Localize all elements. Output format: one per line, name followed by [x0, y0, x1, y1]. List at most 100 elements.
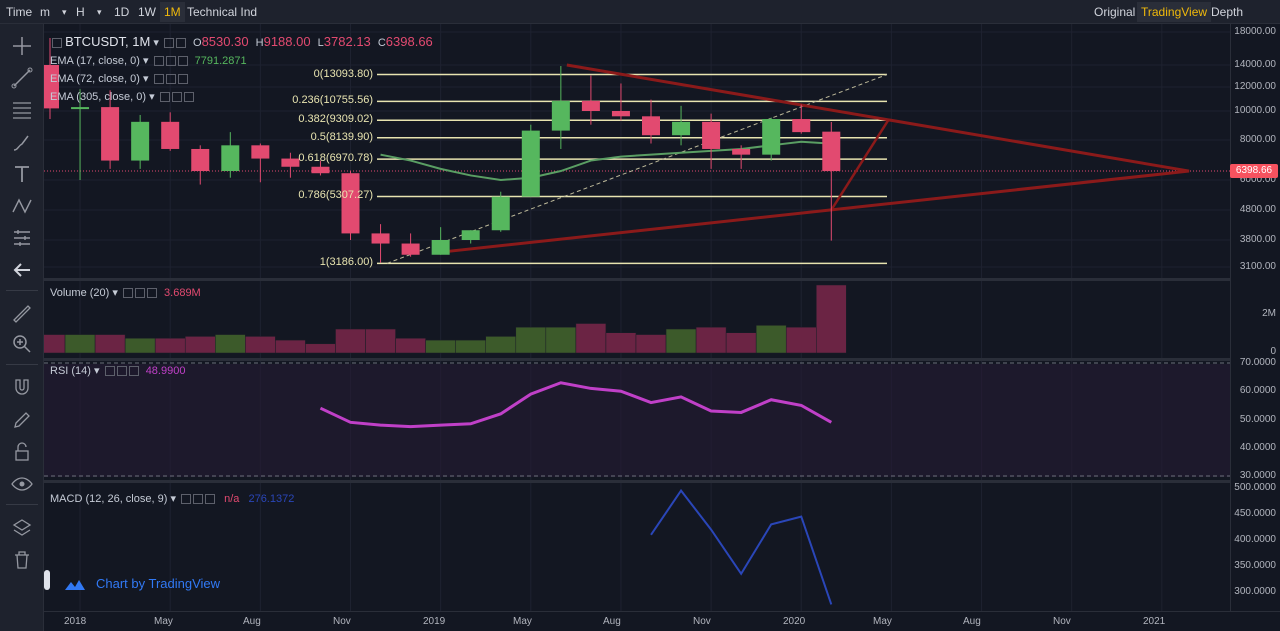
prediction-icon[interactable]	[10, 226, 34, 250]
back-arrow-icon[interactable]	[10, 258, 34, 282]
settings-icon[interactable]	[165, 56, 176, 67]
fib-level-label: 0.786(5307.27)	[298, 189, 373, 202]
chart-canvas[interactable]	[44, 24, 1230, 611]
pane-divider[interactable]	[44, 278, 1280, 281]
original-view-button[interactable]: Original	[1094, 5, 1136, 19]
close-icon[interactable]	[177, 56, 188, 67]
settings-icon[interactable]	[134, 288, 145, 299]
candle-body	[431, 240, 450, 255]
text-tool-icon[interactable]	[10, 162, 34, 186]
interval-1w-button[interactable]: 1W	[138, 5, 156, 19]
stay-in-drawing-mode-icon[interactable]	[10, 408, 34, 432]
fib-level-label: 0.382(9309.02)	[298, 113, 373, 126]
visibility-toggle-icon[interactable]	[122, 288, 133, 299]
ema72-label[interactable]: EMA (72, close, 0)	[50, 73, 140, 85]
crosshair-icon[interactable]	[10, 34, 34, 58]
volume-bar	[124, 338, 156, 354]
settings-icon[interactable]	[193, 494, 204, 505]
magnet-icon[interactable]	[10, 376, 34, 400]
lock-icon[interactable]	[10, 440, 34, 464]
ema17-line	[380, 140, 832, 182]
settings-icon[interactable]	[116, 366, 127, 377]
hours-interval-button[interactable]: H	[76, 5, 85, 19]
trash-icon[interactable]	[10, 548, 34, 572]
volume-bar	[725, 332, 757, 354]
dropdown-icon[interactable]: ▾	[142, 73, 149, 85]
macd-legend: MACD (12, 26, close, 9) ▾ n/a 276.1372	[50, 492, 294, 505]
settings-icon[interactable]	[165, 74, 176, 85]
rsi-line	[319, 381, 833, 429]
macd-tick: 400.0000	[1234, 534, 1276, 545]
close-icon[interactable]	[183, 92, 194, 103]
dropdown-icon[interactable]: ▾	[112, 287, 118, 299]
toolbar-divider	[6, 504, 38, 505]
volume-label[interactable]: Volume (20)	[50, 287, 110, 299]
candle-body	[491, 196, 510, 231]
candle-body	[371, 233, 390, 244]
macd-value: 276.1372	[248, 493, 295, 505]
hours-dropdown-icon[interactable]: ▾	[97, 7, 102, 17]
pane-divider[interactable]	[44, 358, 1280, 361]
interval-1m-button[interactable]: 1M	[160, 2, 185, 22]
visibility-toggle-icon[interactable]	[159, 92, 170, 103]
macd-line	[650, 488, 833, 605]
minutes-interval-button[interactable]: m	[40, 5, 50, 19]
ema17-label[interactable]: EMA (17, close, 0)	[50, 55, 140, 67]
minutes-dropdown-icon[interactable]: ▾	[62, 7, 67, 17]
visibility-toggle-icon[interactable]	[163, 38, 174, 49]
settings-icon[interactable]	[171, 92, 182, 103]
rsi-tick: 60.0000	[1239, 385, 1276, 397]
fib-level-label: 0(13093.80)	[313, 67, 373, 80]
candle-body	[822, 131, 841, 172]
visibility-toggle-icon[interactable]	[153, 56, 164, 67]
price-tick: 18000.00	[1234, 26, 1276, 37]
macd-tick: 450.0000	[1234, 508, 1276, 519]
rsi-label[interactable]: RSI (14)	[50, 365, 91, 377]
visibility-toggle-icon[interactable]	[153, 74, 164, 85]
time-button[interactable]: Time	[6, 5, 33, 19]
settings-icon[interactable]	[52, 38, 62, 49]
close-icon[interactable]	[205, 494, 216, 505]
visibility-toggle-icon[interactable]	[181, 494, 192, 505]
volume-bar	[44, 334, 66, 354]
triangle-drawing[interactable]	[434, 63, 1190, 255]
price-axis[interactable]: 18000.00 14000.00 12000.00 10000.00 8000.00 6…	[1230, 24, 1280, 611]
rsi-tick: 70.0000	[1239, 357, 1276, 368]
pane-divider[interactable]	[44, 480, 1280, 483]
trend-line-icon[interactable]	[10, 66, 34, 90]
price-tick: 3100.00	[1239, 261, 1276, 272]
dropdown-icon[interactable]: ▾	[142, 55, 149, 67]
close-icon[interactable]	[177, 74, 188, 85]
eye-icon[interactable]	[10, 472, 34, 496]
ema305-label[interactable]: EMA (305, close, 0)	[50, 91, 146, 103]
zoom-in-icon[interactable]	[10, 332, 34, 356]
fib-retracement-icon[interactable]	[10, 98, 34, 122]
tradingview-view-button[interactable]: TradingView	[1137, 2, 1212, 22]
close-icon[interactable]	[146, 288, 157, 299]
symbol-label[interactable]: BTCUSDT, 1M	[65, 34, 151, 49]
interval-1d-button[interactable]: 1D	[114, 5, 130, 19]
ruler-icon[interactable]	[10, 302, 34, 326]
brush-icon[interactable]	[10, 130, 34, 154]
candle-body	[672, 121, 691, 136]
depth-view-button[interactable]: Depth	[1211, 5, 1244, 19]
dropdown-icon[interactable]: ▾	[94, 365, 100, 377]
fib-retracement[interactable]	[377, 73, 888, 265]
chart-watermark[interactable]: Chart by TradingView	[96, 576, 221, 591]
dropdown-icon[interactable]: ▾	[153, 37, 159, 49]
volume-bar	[64, 334, 96, 354]
close-icon[interactable]	[128, 366, 139, 377]
time-tick: May	[154, 616, 173, 627]
visibility-toggle-icon[interactable]	[104, 366, 115, 377]
dropdown-icon[interactable]: ▾	[149, 91, 155, 103]
settings-icon[interactable]	[175, 38, 186, 49]
layers-icon[interactable]	[10, 516, 34, 540]
time-axis[interactable]: 2018 May Aug Nov 2019 May Aug Nov 2020 May Aug Nov 2…	[44, 611, 1280, 631]
technical-indicators-button[interactable]: Technical Ind	[187, 5, 258, 19]
dropdown-icon[interactable]: ▾	[170, 493, 176, 505]
macd-label[interactable]: MACD (12, 26, close, 9)	[50, 493, 168, 505]
scroll-handle[interactable]	[44, 570, 50, 590]
time-tick: 2018	[64, 616, 87, 627]
pattern-icon[interactable]	[10, 194, 34, 218]
candle-body	[642, 116, 660, 136]
